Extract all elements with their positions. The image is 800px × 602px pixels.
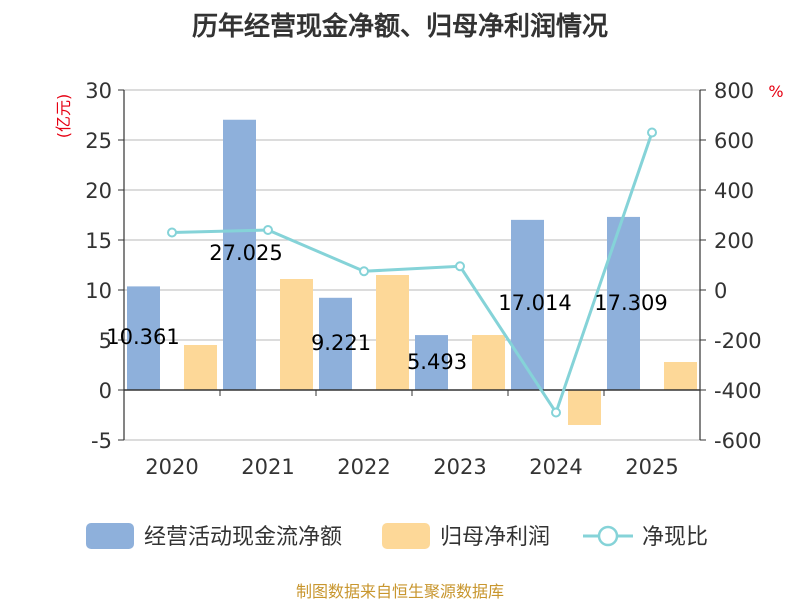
legend-swatch-ratio-marker	[597, 525, 619, 547]
left-tick-label: 10	[85, 279, 112, 303]
left-tick-label: -5	[91, 429, 112, 453]
cashflow-data-label: 17.309	[594, 291, 667, 315]
cashflow-data-label: 17.014	[498, 291, 571, 315]
left-tick-label: 5	[99, 329, 112, 353]
profit-bar	[664, 362, 697, 390]
cashflow-bar	[415, 335, 448, 390]
profit-bar	[184, 345, 217, 390]
right-tick-label: 800	[714, 79, 754, 103]
ratio-line	[167, 127, 657, 418]
left-tick-label: 15	[85, 229, 112, 253]
x-tick-label: 2021	[241, 455, 294, 479]
cashflow-bar	[223, 119, 256, 390]
legend-swatch-profit	[382, 523, 430, 549]
legend: 经营活动现金流净额 归母净利润 净现比	[86, 523, 708, 550]
grid-lines	[124, 89, 700, 441]
x-tick-label: 2024	[529, 455, 582, 479]
legend-label-profit: 归母净利润	[440, 525, 550, 550]
legend-label-cashflow: 经营活动现金流净额	[144, 525, 342, 550]
ratio-point	[455, 261, 465, 272]
right-axis-unit: %	[768, 82, 783, 101]
ratio-point	[167, 227, 177, 238]
x-tick-label: 2025	[625, 455, 678, 479]
cashflow-data-label: 9.221	[311, 331, 371, 355]
bars	[127, 119, 697, 425]
cashflow-data-label: 10.361	[106, 325, 179, 349]
tick-labels: 30 25 20 15 10 5 0 -5 800 600 400 200 0 -200 -400 -600 2…	[85, 79, 761, 479]
right-tick-label: 200	[714, 229, 754, 253]
profit-bar	[280, 279, 313, 390]
x-tick-label: 2020	[145, 455, 198, 479]
ratio-polyline	[171, 132, 654, 416]
profit-bar	[472, 335, 505, 390]
right-tick-label: -600	[714, 429, 762, 453]
chart-title: 历年经营现金净额、归母净利润情况	[191, 12, 608, 42]
left-tick-label: 30	[85, 79, 112, 103]
cashflow-bar	[127, 286, 160, 390]
x-tick-label: 2023	[433, 455, 486, 479]
source-note: 制图数据来自恒生聚源数据库	[295, 582, 504, 601]
x-tick-label: 2022	[337, 455, 390, 479]
cashflow-bar	[511, 219, 544, 390]
cashflow-data-label: 27.025	[209, 241, 282, 265]
ratio-point	[647, 127, 657, 138]
ratio-point	[359, 266, 369, 277]
cashflow-data-label: 5.493	[407, 350, 467, 374]
right-tick-label: -200	[714, 329, 762, 353]
left-tick-label: 25	[85, 129, 112, 153]
left-tick-label: 0	[99, 379, 112, 403]
left-axis-unit: (亿元)	[54, 94, 73, 139]
left-tick-label: 20	[85, 179, 112, 203]
profit-bar	[568, 390, 601, 425]
data-labels: 10.361 27.025 9.221 5.493 17.014 17.309	[106, 241, 667, 374]
legend-swatch-cashflow	[86, 523, 134, 549]
right-tick-label: 600	[714, 129, 754, 153]
right-tick-label: 400	[714, 179, 754, 203]
legend-label-ratio: 净现比	[642, 525, 708, 550]
ratio-point	[263, 225, 273, 235]
ratio-point	[551, 407, 561, 418]
profit-bar	[376, 275, 409, 390]
cashflow-bar	[319, 297, 352, 390]
right-tick-label: 0	[714, 279, 727, 303]
axes	[118, 89, 706, 441]
right-tick-label: -400	[714, 379, 762, 403]
